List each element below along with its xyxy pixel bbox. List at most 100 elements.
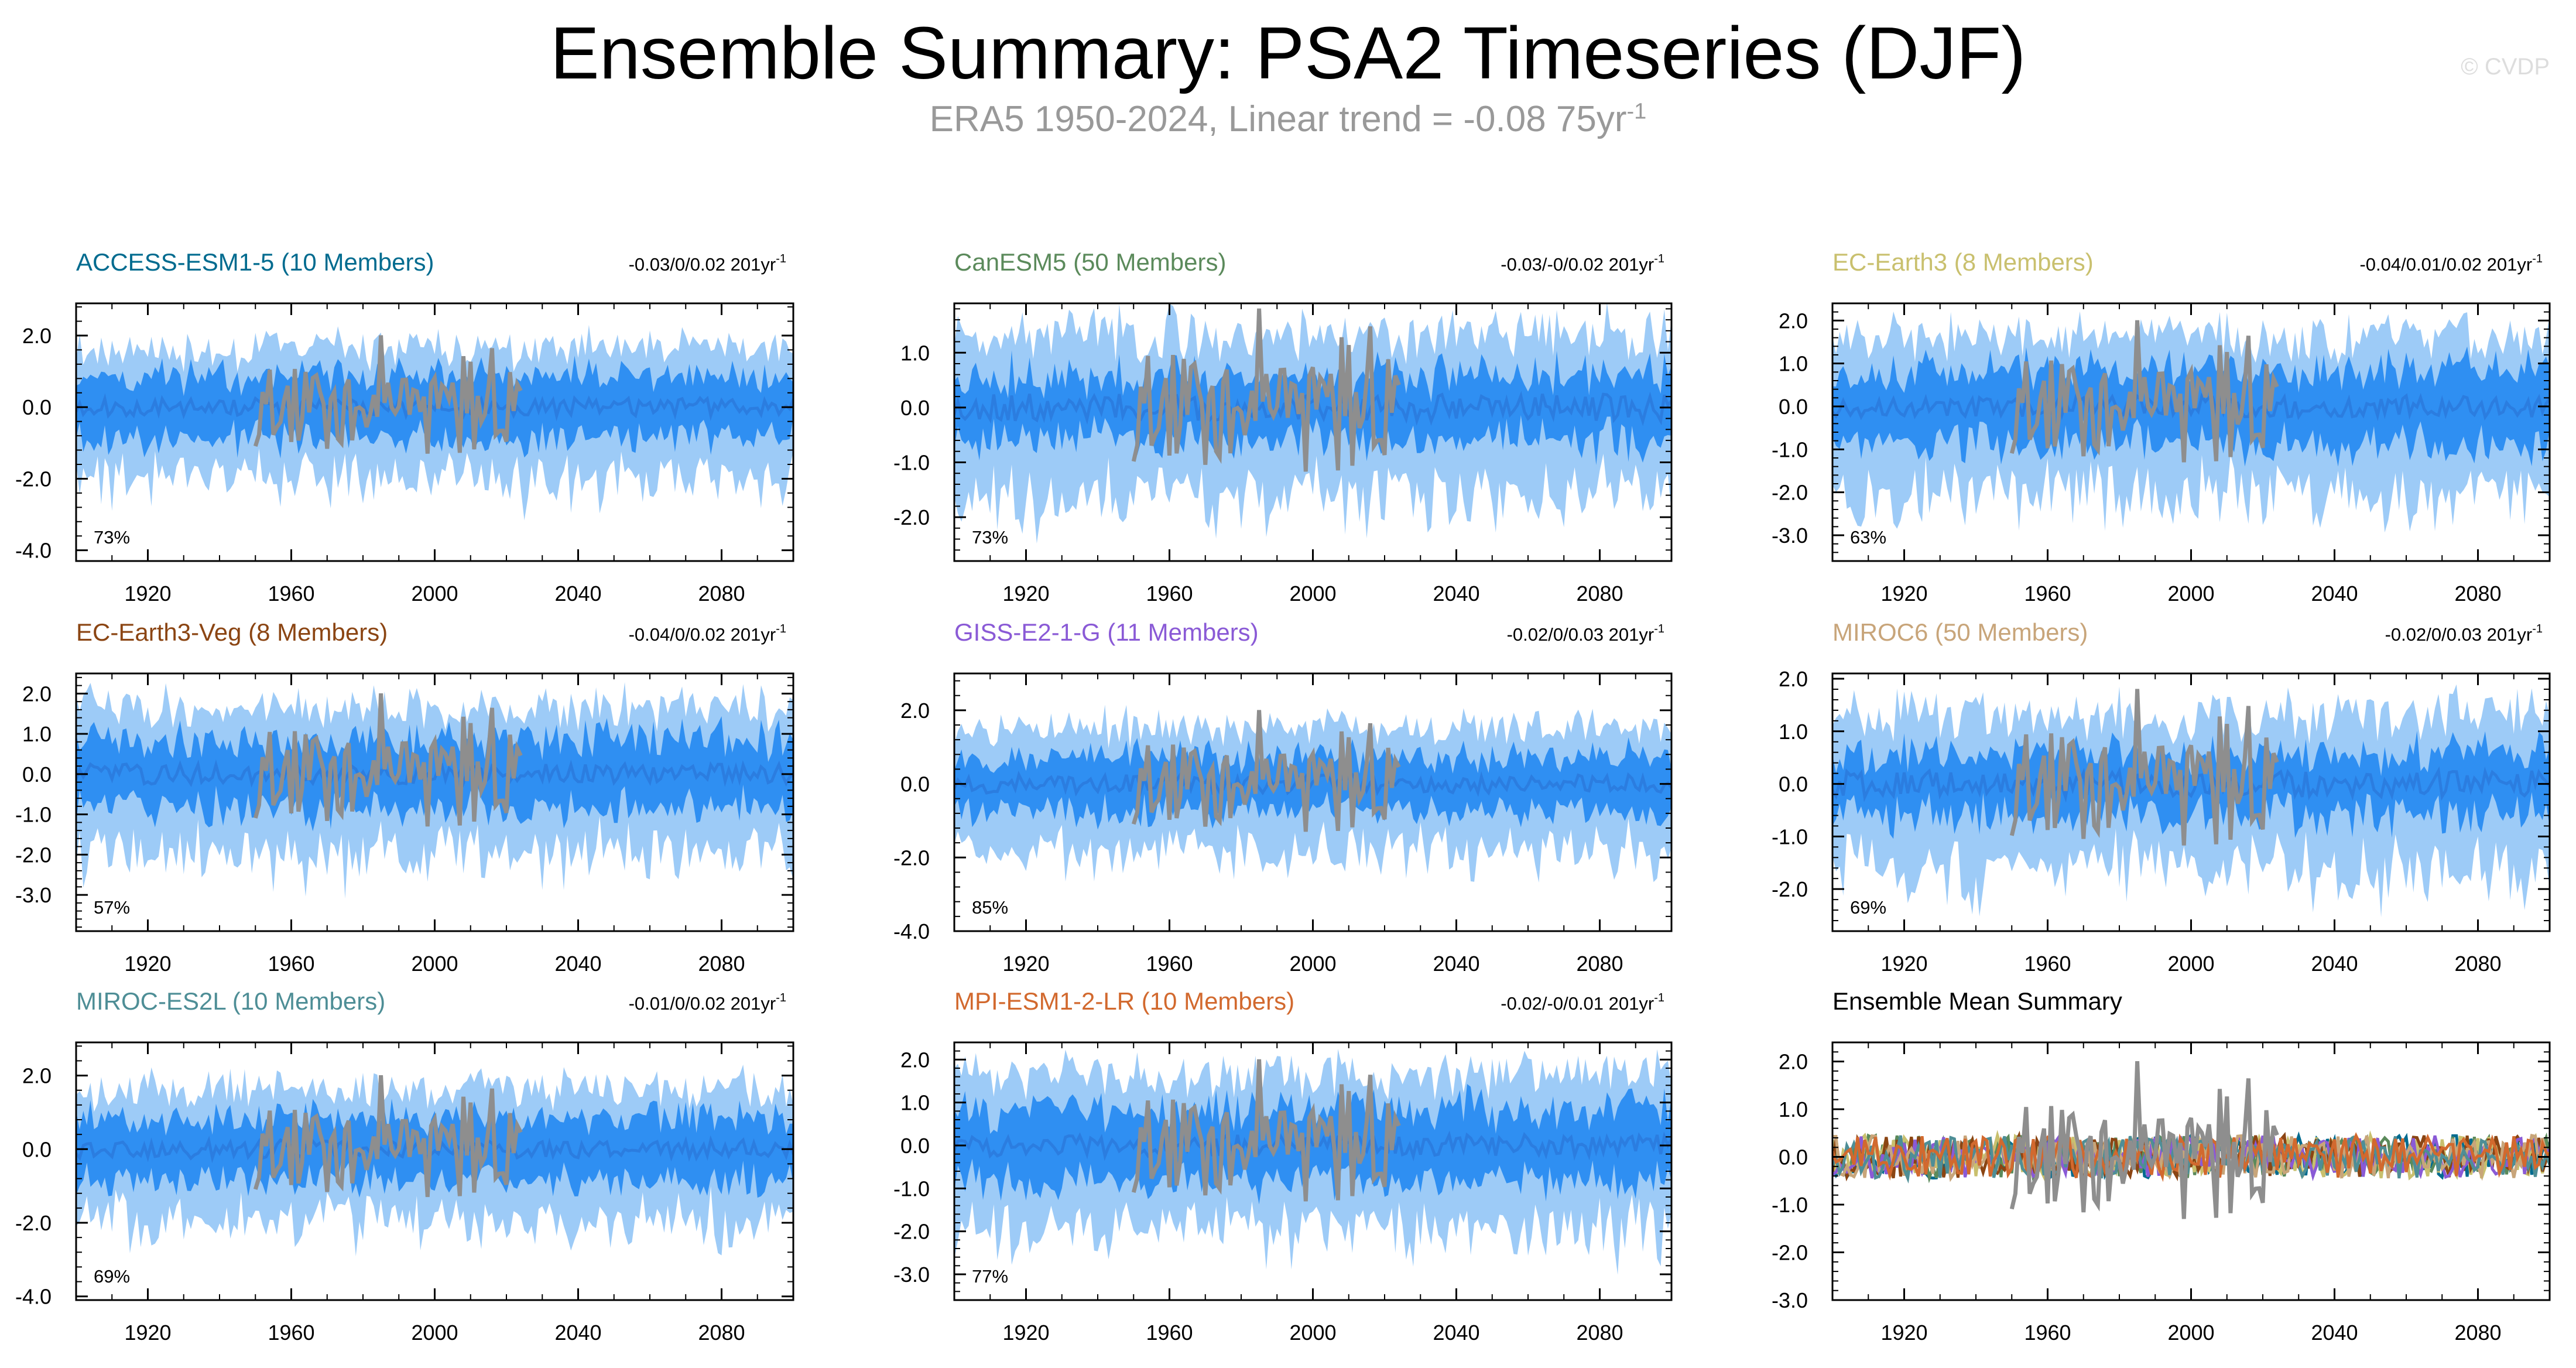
model-mean-line-6	[1832, 1131, 2550, 1184]
trend-exponent: -1	[776, 623, 786, 635]
inner-spread-band	[1832, 346, 2550, 467]
y-tick-label: 2.0	[22, 682, 52, 706]
trend-value: -0.04/0/0.02 201yr	[629, 624, 776, 645]
y-tick-label: -2.0	[893, 505, 930, 529]
y-tick-label: -2.0	[893, 846, 930, 870]
y-tick-label: 2.0	[1779, 309, 1808, 333]
trend-value: -0.03/-0/0.02 201yr	[1501, 254, 1654, 275]
x-tick-label: 1920	[124, 582, 171, 606]
panel-title: EC-Earth3 (8 Members)	[1832, 248, 2094, 276]
y-tick-label: -3.0	[15, 883, 52, 907]
y-tick-label: -2.0	[15, 1211, 52, 1235]
x-tick-label: 2040	[2311, 952, 2358, 976]
y-tick-label: -4.0	[15, 1285, 52, 1309]
trend-annotation: -0.02/0/0.03 201yr-1	[2385, 623, 2543, 645]
y-tick-label: 0.0	[900, 396, 930, 420]
plot-area	[954, 1049, 1671, 1275]
y-tick-label: -4.0	[15, 539, 52, 563]
percent-label: 77%	[972, 1266, 1008, 1287]
model-mean-line-7	[1832, 1132, 2550, 1182]
trend-value: -0.02/0/0.03 201yr	[1507, 624, 1654, 645]
x-tick-label: 1960	[1146, 1321, 1193, 1345]
trend-annotation: -0.03/0/0.02 201yr-1	[629, 252, 786, 275]
ensemble-mean-line	[954, 1130, 1671, 1162]
observation-line	[253, 335, 523, 454]
plot-area	[1832, 1061, 2550, 1219]
percent-label: 57%	[94, 897, 130, 918]
y-tick-label: -3.0	[1772, 524, 1808, 548]
subtitle-text: ERA5 1950-2024, Linear trend = -0.08 75y…	[929, 99, 1627, 139]
panel-5: 2.0 1.0 0.0 -1.0 -2.0 1920 1960 2000 2040 2080 MIR…	[1772, 618, 2551, 976]
ensemble-mean-line	[1832, 392, 2550, 422]
x-tick-label: 2000	[1289, 1321, 1336, 1345]
y-tick-label: 0.0	[22, 762, 52, 786]
panel-6: 2.0 0.0 -2.0 -4.0 1920 1960 2000 2040 2080 MIROC-…	[15, 987, 794, 1345]
y-tick-label: -2.0	[15, 467, 52, 491]
percent-label: 69%	[94, 1266, 130, 1287]
ensemble-mean-line	[76, 759, 793, 788]
trend-annotation: -0.04/0/0.02 201yr-1	[629, 623, 786, 645]
trend-value: -0.04/0.01/0.02 201yr	[2359, 254, 2532, 275]
panel-title: MIROC6 (50 Members)	[1832, 618, 2088, 646]
x-tick-label: 2000	[2167, 1321, 2214, 1345]
y-tick-label: -2.0	[1772, 1241, 1808, 1265]
panel-title: MPI-ESM1-2-LR (10 Members)	[954, 987, 1294, 1015]
y-tick-label: -1.0	[893, 1177, 930, 1201]
ensemble-mean-line	[1832, 766, 2550, 803]
x-tick-label: 2040	[1433, 952, 1479, 976]
ensemble-mean-line	[76, 1134, 793, 1164]
y-tick-label: 1.0	[900, 1091, 930, 1115]
x-tick-label: 2080	[1576, 1321, 1623, 1345]
x-tick-label: 1960	[1146, 582, 1193, 606]
percent-label: 63%	[1850, 527, 1886, 548]
percent-label: 73%	[972, 527, 1008, 548]
plot-area	[76, 1065, 793, 1257]
observation-line	[253, 693, 523, 827]
panel-4: 2.0 0.0 -2.0 -4.0 1920 1960 2000 2040 2080 GISS-E…	[893, 618, 1673, 976]
ensemble-mean-line	[76, 393, 793, 422]
panel-8: 2.0 1.0 0.0 -1.0 -2.0 -3.0 1920 1960 2000 2040 208…	[1772, 987, 2551, 1345]
trend-annotation: -0.04/0.01/0.02 201yr-1	[2359, 252, 2543, 275]
subtitle-exponent: -1	[1626, 99, 1647, 124]
y-tick-label: 1.0	[1779, 1097, 1808, 1121]
x-tick-label: 1960	[268, 952, 314, 976]
trend-annotation: -0.02/0/0.03 201yr-1	[1507, 623, 1664, 645]
observation-line	[2009, 1061, 2279, 1219]
x-tick-label: 1920	[124, 1321, 171, 1345]
x-tick-label: 2080	[1576, 582, 1623, 606]
panel-0: 2.0 0.0 -2.0 -4.0 1920 1960 2000 2040 2080 ACCESS…	[15, 248, 794, 606]
observation-line	[253, 1075, 523, 1198]
panel-title: GISS-E2-1-G (11 Members)	[954, 618, 1259, 646]
x-tick-label: 1960	[2024, 582, 2071, 606]
x-tick-label: 2080	[698, 1321, 745, 1345]
y-tick-label: 0.0	[22, 1137, 52, 1161]
x-tick-label: 2080	[698, 582, 745, 606]
panel-2: 2.0 1.0 0.0 -1.0 -2.0 -3.0 1920 1960 2000 2040 208…	[1772, 248, 2551, 606]
y-tick-label: 2.0	[900, 1048, 930, 1072]
trend-value: -0.03/0/0.02 201yr	[629, 254, 776, 275]
x-tick-label: 1960	[1146, 952, 1193, 976]
panel-7: 2.0 1.0 0.0 -1.0 -2.0 -3.0 1920 1960 2000 2040 208…	[893, 987, 1673, 1345]
trend-exponent: -1	[2532, 623, 2543, 635]
x-tick-label: 2040	[2311, 1321, 2358, 1345]
observation-line	[1131, 1059, 1401, 1202]
y-tick-label: 0.0	[900, 772, 930, 796]
y-tick-label: 2.0	[900, 699, 930, 723]
y-tick-label: 1.0	[900, 341, 930, 365]
trend-exponent: -1	[1654, 623, 1664, 635]
plot-area	[76, 324, 793, 521]
x-tick-label: 2080	[698, 952, 745, 976]
panel-1: 1.0 0.0 -1.0 -2.0 1920 1960 2000 2040 2080 CanESM…	[893, 248, 1673, 606]
y-tick-label: 1.0	[1779, 720, 1808, 744]
x-tick-label: 2080	[1576, 952, 1623, 976]
inner-spread-band	[1832, 730, 2550, 839]
x-tick-label: 2000	[411, 1321, 458, 1345]
y-tick-label: -1.0	[1772, 437, 1808, 461]
y-tick-label: 0.0	[900, 1134, 930, 1158]
trend-exponent: -1	[776, 252, 786, 265]
x-tick-label: 1920	[1002, 952, 1049, 976]
main-title: Ensemble Summary: PSA2 Timeseries (DJF)	[550, 12, 2026, 94]
inner-spread-band	[76, 1099, 793, 1198]
trend-exponent: -1	[1654, 991, 1664, 1004]
x-tick-label: 1960	[268, 582, 314, 606]
